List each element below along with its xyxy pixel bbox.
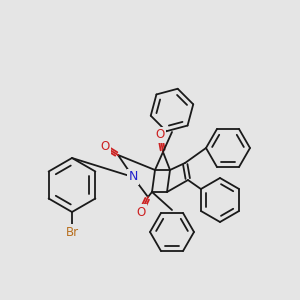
Text: N: N bbox=[128, 170, 138, 184]
Text: O: O bbox=[155, 128, 165, 142]
Text: O: O bbox=[100, 140, 109, 154]
Text: Br: Br bbox=[65, 226, 79, 238]
Text: O: O bbox=[136, 206, 146, 218]
